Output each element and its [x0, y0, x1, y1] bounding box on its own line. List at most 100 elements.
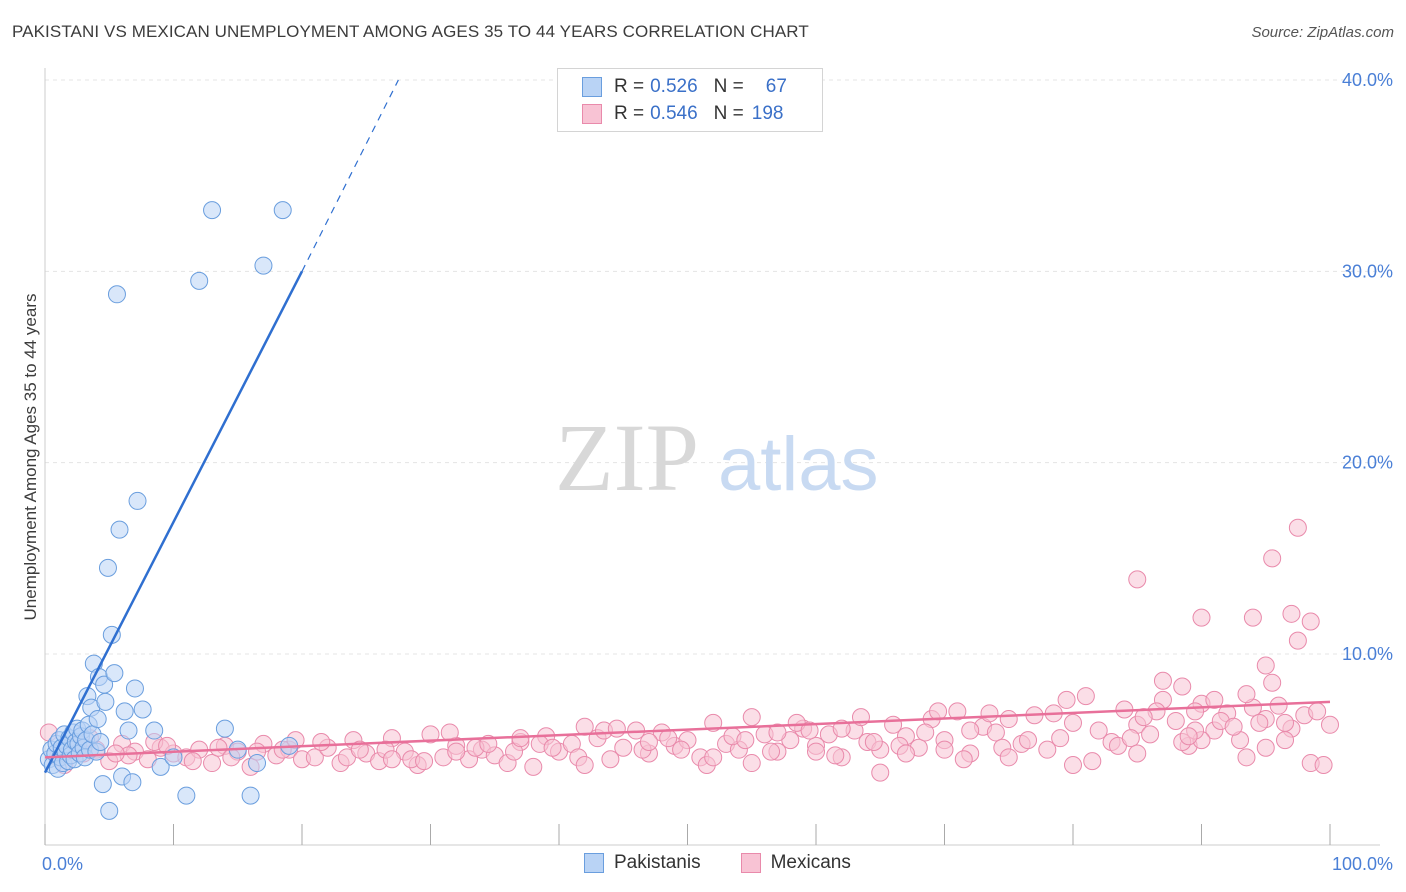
- legend-r-label: R =: [614, 76, 645, 97]
- mexicans-point: [742, 754, 761, 773]
- mexicans-point: [601, 750, 620, 769]
- mexicans-point: [762, 742, 781, 761]
- source-label: Source: ZipAtlas.com: [1251, 24, 1394, 41]
- mexicans-point: [1243, 608, 1262, 627]
- pakistanis-point: [133, 700, 152, 719]
- bottom-legend-pakistanis: Pakistanis: [584, 852, 701, 874]
- legend-n-value: 67: [765, 76, 787, 97]
- legend-n-label: N =: [713, 76, 744, 97]
- mexicans-point: [1256, 656, 1275, 675]
- mexicans-point: [1051, 729, 1070, 748]
- trend-lines: [43, 79, 1331, 774]
- mexicans-point: [871, 763, 890, 782]
- mexicans-point: [203, 754, 222, 773]
- mexicans-point: [1301, 612, 1320, 631]
- mexicans-point: [1308, 702, 1327, 721]
- mexicans-point: [1076, 687, 1095, 706]
- mexicans-point: [1121, 729, 1140, 748]
- axes: [44, 68, 1380, 846]
- mexicans-point: [1321, 715, 1339, 734]
- mexicans-point: [864, 733, 883, 752]
- mexicans-point: [768, 723, 787, 742]
- mexicans-point: [832, 719, 851, 738]
- pakistanis-point: [107, 285, 126, 304]
- pakistanis-point: [125, 679, 144, 698]
- tick-labels: 10.0% 20.0% 30.0% 40.0% 0.0% 100.0%: [42, 70, 1393, 874]
- x-tick-label: 100.0%: [1332, 854, 1393, 874]
- chart-title: PAKISTANI VS MEXICAN UNEMPLOYMENT AMONG …: [12, 22, 809, 41]
- legend-r-label: R =: [614, 103, 645, 124]
- legend-row-pakistanis: R = 0.526 N = 67: [582, 75, 787, 99]
- mexicans-point: [1205, 690, 1224, 709]
- pakistanis-point: [119, 721, 138, 740]
- mexicans-point: [704, 748, 723, 767]
- mexicans-point: [1224, 717, 1243, 736]
- legend-row-mexicans: R = 0.546 N = 198: [582, 102, 783, 126]
- pakistanis-point: [123, 773, 142, 792]
- legend-r-value: 0.546: [650, 103, 698, 124]
- legend-n-value: 198: [751, 103, 784, 124]
- mexicans-point: [1141, 725, 1160, 744]
- mexicans-trend-line: [44, 700, 1331, 759]
- pakistanis-point: [145, 721, 164, 740]
- pakistanis-point: [98, 558, 117, 577]
- y-axis-label: Unemployment Among Ages 35 to 44 years: [21, 294, 40, 621]
- mexicans-point: [1282, 604, 1301, 623]
- mexicans-point: [1173, 677, 1192, 696]
- mexicans-point: [999, 710, 1018, 729]
- pakistanis-point: [110, 520, 129, 539]
- pakistanis-point: [241, 786, 260, 805]
- mexicans-point: [382, 750, 401, 769]
- mexicans-point: [1237, 685, 1256, 704]
- pakistanis-point: [248, 754, 267, 773]
- mexicans-point: [447, 742, 466, 761]
- pakistanis-point: [190, 271, 209, 290]
- mexicans-point: [896, 744, 915, 763]
- mexicans-point: [415, 752, 434, 771]
- mexicans-point: [312, 733, 331, 752]
- pakistanis-point: [91, 733, 110, 752]
- bottom-legend-mexicans: Mexicans: [740, 852, 851, 874]
- mexicans-point: [826, 746, 845, 765]
- bottom-legend-label-mexicans: Mexicans: [770, 852, 851, 873]
- mexicans-point: [1083, 752, 1102, 771]
- pakistanis-trend-line: [43, 270, 304, 774]
- mexicans-point: [1276, 731, 1295, 750]
- mexicans-point: [305, 748, 324, 767]
- mexicans-point: [1064, 755, 1082, 774]
- pakistanis-point: [105, 664, 124, 683]
- mexicans-point: [1269, 696, 1288, 715]
- grid-lines: [45, 79, 1380, 655]
- pakistanis-points: [39, 201, 299, 820]
- mexicans-point: [1128, 570, 1147, 589]
- pakistanis-point: [254, 256, 273, 275]
- mexicans-point: [1263, 549, 1282, 568]
- pakistanis-point: [128, 491, 147, 510]
- mexicans-point: [935, 740, 954, 759]
- mexicans-point: [1186, 702, 1205, 721]
- watermark-zip: ZIP: [555, 404, 699, 511]
- mexicans-point: [614, 738, 633, 757]
- mexicans-point: [1179, 727, 1198, 746]
- pakistanis-point: [96, 692, 115, 711]
- mexicans-point: [1064, 713, 1082, 732]
- pakistanis-point: [273, 201, 292, 220]
- mexicans-point: [1288, 631, 1307, 650]
- mexicans-point: [1263, 673, 1282, 692]
- watermark: ZIP atlas: [555, 404, 879, 511]
- watermark-atlas: atlas: [718, 422, 879, 507]
- y-tick-label: 40.0%: [1342, 70, 1393, 90]
- pakistanis-point: [88, 710, 107, 729]
- mexicans-point: [948, 702, 967, 721]
- mexicans-point: [736, 731, 755, 750]
- mexicans-point: [1250, 713, 1269, 732]
- pakistanis-point: [151, 757, 170, 776]
- mexicans-point: [916, 723, 935, 742]
- mexicans-point: [350, 740, 369, 759]
- mexicans-point: [954, 750, 973, 769]
- mexicans-point: [1192, 608, 1211, 627]
- mexicans-point: [961, 721, 980, 740]
- mexicans-point: [607, 719, 626, 738]
- bottom-legend-swatch-mexicans: [740, 853, 761, 873]
